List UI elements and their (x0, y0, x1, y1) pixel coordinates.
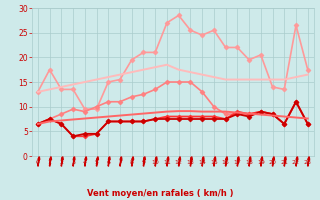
Text: Vent moyen/en rafales ( km/h ): Vent moyen/en rafales ( km/h ) (87, 189, 233, 198)
